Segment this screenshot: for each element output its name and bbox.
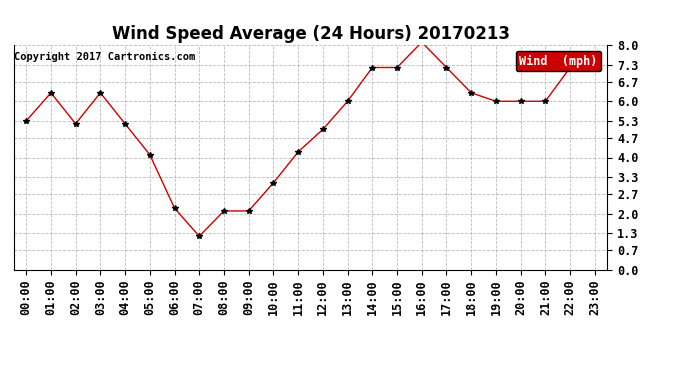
Text: Copyright 2017 Cartronics.com: Copyright 2017 Cartronics.com	[14, 52, 196, 62]
Legend: Wind  (mph): Wind (mph)	[516, 51, 601, 71]
Title: Wind Speed Average (24 Hours) 20170213: Wind Speed Average (24 Hours) 20170213	[112, 26, 509, 44]
